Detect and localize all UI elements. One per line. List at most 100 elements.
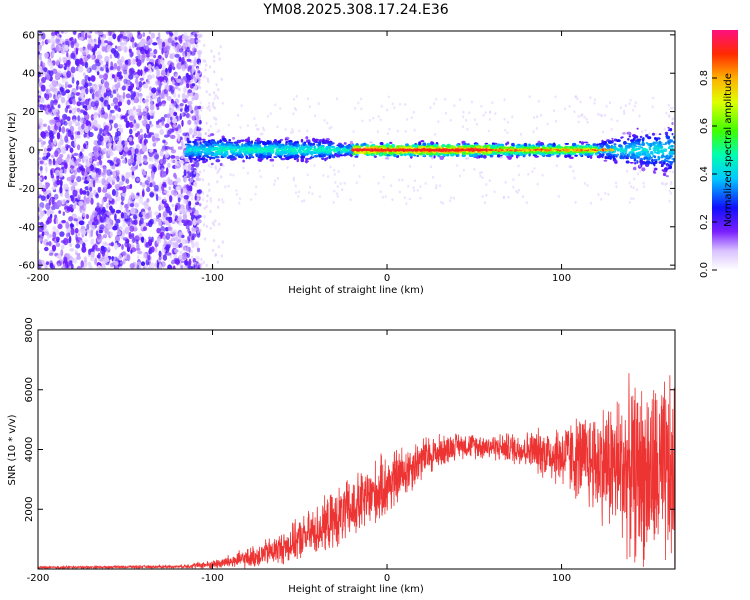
spectrogram-noise-cell: [44, 246, 49, 252]
spectrogram-noise-cell: [162, 172, 167, 178]
spectrogram-band-cell: [653, 171, 657, 174]
spectrogram-noise-cell: [77, 144, 81, 151]
spectrogram-noise-cell: [70, 92, 76, 100]
spectrogram-noise-cell: [48, 192, 52, 198]
spectrogram-noise-cell: [114, 199, 117, 205]
spectrogram-noise-cell: [81, 176, 85, 181]
spectrogram-noise-cell: [142, 226, 148, 232]
spectrogram-noise-cell: [133, 91, 136, 98]
spectrogram-noise-cell: [133, 97, 140, 104]
spectrogram-noise-cell: [101, 85, 107, 93]
spectrogram-noise-cell: [77, 65, 84, 73]
spectrogram-noise-cell: [33, 213, 36, 217]
spectrogram-noise-cell: [151, 165, 156, 171]
spectrogram-noise-cell: [76, 253, 81, 257]
spectrogram-noise-cell: [122, 185, 127, 194]
spectrogram-noise-cell: [70, 40, 75, 49]
spectrogram-noise-cell: [90, 54, 94, 60]
spectrogram-noise-cell: [86, 104, 92, 110]
spectrogram-noise-cell: [68, 105, 73, 111]
spectrogram-noise-cell: [39, 165, 43, 171]
spectrogram-noise-cell: [39, 65, 43, 73]
spectrogram-noise-cell: [96, 124, 101, 129]
spectrogram-noise-cell: [181, 234, 185, 239]
spectrogram-noise-cell: [88, 157, 93, 163]
spectrogram-noise-cell: [197, 51, 201, 59]
spectrogram-noise-cell: [205, 121, 208, 125]
spectrogram-noise-cell: [72, 189, 78, 197]
spectrogram-noise-cell: [207, 182, 210, 186]
spectrogram-noise-cell: [201, 106, 204, 110]
spectrogram-noise-cell: [147, 206, 151, 211]
spectrogram-noise-cell: [156, 91, 159, 97]
spectrogram-noise-cell: [148, 220, 153, 228]
spectrogram-noise-cell: [138, 197, 143, 204]
spectrogram-noise-cell: [131, 146, 136, 155]
spectrogram-noise-cell: [90, 229, 94, 238]
spectrogram-noise-cell: [136, 59, 142, 67]
spectrogram-noise-cell: [197, 105, 202, 110]
spectrogram-noise-cell: [83, 239, 89, 243]
spectrogram-noise-cell: [140, 69, 143, 77]
spectrogram-noise-cell: [140, 236, 145, 243]
spectrogram-noise-cell: [132, 236, 136, 244]
spectrogram-noise-cell: [51, 119, 56, 124]
spectrogram-noise-cell: [150, 115, 154, 119]
spectrogram-noise-cell: [87, 43, 92, 51]
spectrogram-noise-cell: [73, 141, 78, 148]
spectrogram-noise-cell: [101, 107, 105, 115]
spectrogram-noise-cell: [66, 116, 71, 122]
spectrogram-noise-cell: [78, 220, 85, 226]
spectrogram-noise-cell: [52, 237, 55, 241]
spectrogram-noise-cell: [216, 96, 219, 100]
spectrogram-noise-cell: [178, 244, 181, 249]
spectrogram-noise-cell: [159, 128, 164, 136]
spectrogram-noise-cell: [122, 91, 126, 100]
spectrogram-noise-cell: [136, 254, 140, 260]
spectrogram-band-cell: [658, 133, 662, 136]
spectrogram-noise-cell: [182, 245, 187, 252]
spectrogram-noise-cell: [167, 226, 173, 231]
spectrogram-noise-cell: [118, 181, 124, 186]
spectrogram-noise-cell: [69, 243, 73, 248]
spectrogram-noise-cell: [33, 44, 37, 48]
spectrogram-noise-cell: [55, 236, 60, 242]
spectrogram-noise-cell: [56, 200, 62, 208]
spectrogram-noise-cell: [151, 87, 157, 94]
spectrogram-noise-cell: [32, 124, 35, 127]
spectrogram-noise-cell: [162, 139, 166, 144]
spectrogram-noise-cell: [201, 178, 205, 182]
spectrogram-noise-cell: [109, 196, 113, 201]
spectrogram-noise-cell: [84, 113, 90, 121]
spectrogram-noise-cell: [181, 119, 184, 127]
spectrogram-noise-cell: [57, 223, 63, 230]
spectrogram-noise-cell: [220, 254, 223, 258]
spectrogram-noise-cell: [194, 126, 197, 130]
spectrogram-noise-cell: [148, 132, 155, 136]
spectrogram-noise-cell: [120, 44, 125, 51]
spectrogram-noise-cell: [141, 168, 145, 174]
spectrogram-noise-cell: [48, 70, 54, 77]
spectrogram-noise-cell: [147, 176, 151, 184]
spectrogram-noise-cell: [144, 98, 149, 103]
spectrogram-noise-cell: [118, 254, 123, 261]
spectrogram-noise-cell: [177, 87, 181, 92]
spectrogram-noise-cell: [161, 204, 164, 210]
spectrogram-noise-cell: [111, 115, 116, 121]
spectrogram-noise-cell: [81, 246, 87, 253]
spectrogram-noise-cell: [208, 65, 212, 69]
spectrogram-noise-cell: [205, 63, 208, 67]
spectrogram-noise-cell: [98, 31, 104, 36]
spectrogram-noise-cell: [66, 232, 69, 238]
spectrogram-noise-cell: [156, 238, 162, 244]
spectrogram-noise-cell: [160, 116, 166, 123]
spectrogram-noise-cell: [191, 256, 194, 260]
spectrogram-noise-cell: [87, 127, 92, 131]
spectrogram-noise-cell: [201, 127, 204, 131]
spectrogram-noise-cell: [65, 81, 69, 87]
spectrogram-noise-cell: [145, 45, 149, 51]
spectrogram-noise-cell: [58, 56, 62, 63]
spectrogram-noise-cell: [144, 158, 148, 164]
spectrogram-noise-cell: [68, 216, 74, 222]
spectrogram-noise-cell: [175, 155, 180, 160]
